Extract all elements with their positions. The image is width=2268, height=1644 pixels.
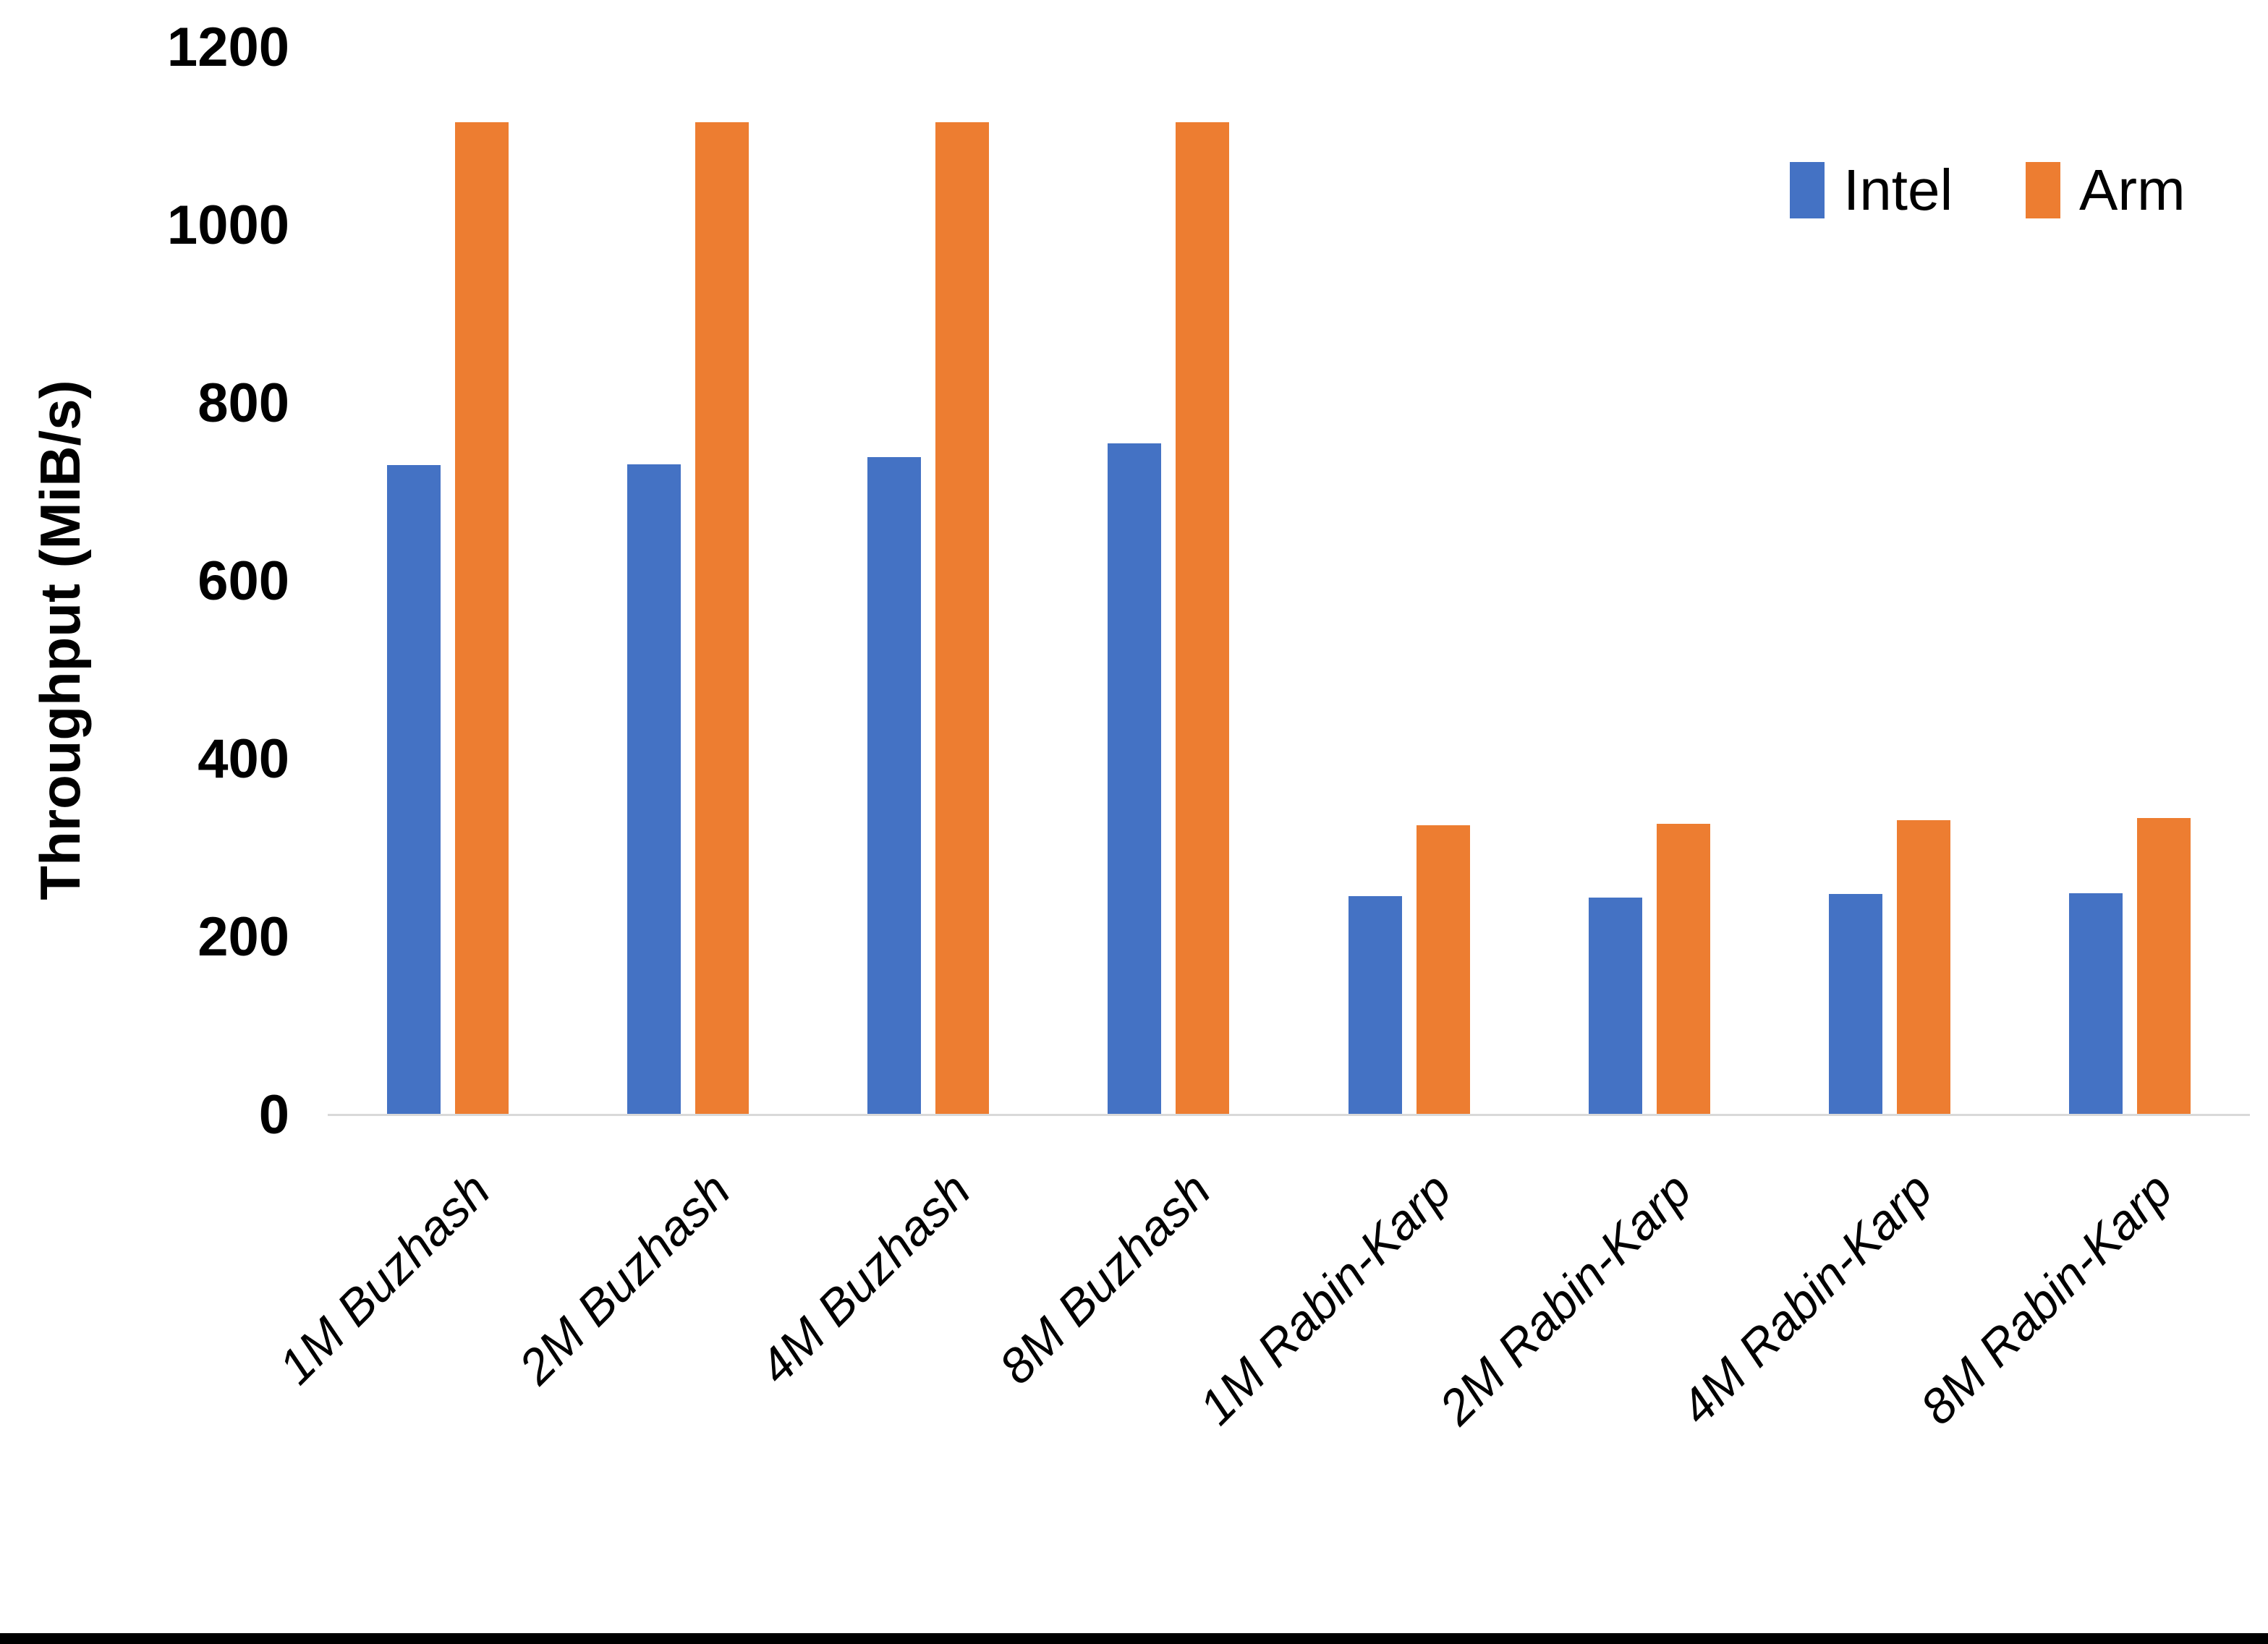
y-tick-label-1200: 1200 — [166, 17, 289, 78]
x-axis-label-6: 2M Rabin-Karp — [1429, 1162, 1702, 1436]
legend-label-intel: Intel — [1843, 158, 1953, 222]
bar-intel-2 — [867, 456, 922, 1115]
legend-label-arm: Arm — [2079, 158, 2186, 222]
x-axis-line — [328, 1114, 2250, 1116]
bar-arm-1 — [695, 122, 749, 1115]
y-tick-label-1000: 1000 — [166, 195, 289, 256]
bar-arm-2 — [935, 122, 990, 1115]
y-tick-label-200: 200 — [198, 906, 289, 968]
y-tick-label-800: 800 — [198, 372, 289, 434]
y-tick-label-0: 0 — [258, 1084, 289, 1146]
bar-arm-3 — [1176, 122, 1230, 1115]
bar-arm-7 — [2136, 818, 2191, 1115]
bar-arm-5 — [1656, 823, 1710, 1115]
legend-swatch-intel — [1790, 162, 1825, 218]
bar-arm-4 — [1416, 825, 1470, 1115]
bar-intel-3 — [1108, 443, 1162, 1115]
x-axis-label-1: 1M Buzhash — [268, 1162, 501, 1395]
bar-arm-0 — [455, 122, 509, 1115]
x-axis-label-5: 1M Rabin-Karp — [1189, 1162, 1462, 1436]
bar-intel-5 — [1588, 897, 1642, 1115]
x-axis-label-7: 4M Rabin-Karp — [1669, 1162, 1942, 1436]
bar-intel-4 — [1348, 896, 1402, 1115]
x-axis-label-2: 2M Buzhash — [509, 1162, 742, 1395]
bar-intel-6 — [1828, 893, 1882, 1115]
bar-intel-7 — [2068, 893, 2123, 1115]
x-axis-label-4: 8M Buzhash — [989, 1162, 1222, 1395]
y-tick-label-600: 600 — [198, 550, 289, 612]
bar-arm-6 — [1896, 819, 1950, 1115]
x-axis-label-3: 4M Buzhash — [749, 1162, 982, 1395]
x-axis-label-8: 8M Rabin-Karp — [1909, 1162, 2183, 1436]
y-tick-label-400: 400 — [198, 728, 289, 790]
y-axis-title: Throughput (MiB/s) — [28, 380, 92, 900]
bar-intel-0 — [387, 464, 441, 1115]
bar-intel-1 — [627, 464, 681, 1115]
screenshot-bottom-border — [0, 1633, 2268, 1644]
legend-swatch-arm — [2026, 162, 2060, 218]
